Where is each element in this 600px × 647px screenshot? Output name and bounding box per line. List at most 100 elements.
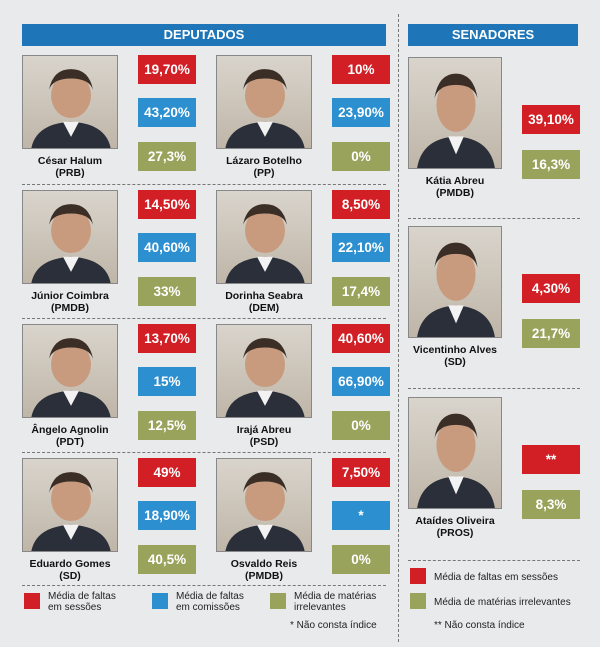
deputado-photo	[216, 55, 312, 149]
faltas-sessoes-value: 7,50%	[332, 458, 390, 487]
row-divider	[408, 388, 580, 389]
deputado-party: (PDT)	[56, 436, 84, 448]
senador-photo	[408, 57, 502, 169]
senador-name-text: Ataídes Oliveira	[415, 515, 495, 527]
legend-sen-faltas-swatch	[410, 568, 426, 584]
deputado-name: Lázaro Botelho (PP)	[199, 155, 329, 179]
deputado-name-text: Osvaldo Reis	[230, 558, 298, 570]
materias-irrelevantes-value: 0%	[332, 142, 390, 171]
legend-note: * Não consta índice	[290, 620, 377, 631]
materias-irrelevantes-value: 16,3%	[522, 150, 580, 179]
faltas-sessoes-value: 40,60%	[332, 324, 390, 353]
deputado-party: (PP)	[253, 167, 275, 179]
legend-sen-materias-swatch	[410, 593, 426, 609]
materias-irrelevantes-value: 21,7%	[522, 319, 580, 348]
deputado-photo	[216, 458, 312, 552]
senador-name-text: Vicentinho Alves	[412, 344, 498, 356]
legend-sen-note: ** Não consta índice	[434, 620, 525, 631]
materias-irrelevantes-value: 17,4%	[332, 277, 390, 306]
deputado-name: Osvaldo Reis (PMDB)	[199, 558, 329, 582]
deputado-name-text: Ângelo Agnolin	[31, 424, 109, 436]
deputado-name: Irajá Abreu (PSD)	[199, 424, 329, 448]
person-portrait-icon	[31, 338, 111, 417]
row-divider	[22, 585, 386, 586]
deputado-photo	[22, 190, 118, 284]
faltas-comissoes-value: 22,10%	[332, 233, 390, 262]
faltas-sessoes-value: 13,70%	[138, 324, 196, 353]
person-portrait-icon	[31, 69, 111, 148]
faltas-comissoes-value: *	[332, 501, 390, 530]
person-portrait-icon	[31, 204, 111, 283]
faltas-sessoes-value: 4,30%	[522, 274, 580, 303]
senador-party: (PROS)	[436, 527, 474, 539]
deputado-party: (PSD)	[249, 436, 279, 448]
deputado-name-text: Dorinha Seabra	[225, 290, 303, 302]
deputado-name-text: César Halum	[37, 155, 103, 167]
row-divider	[408, 218, 580, 219]
deputado-name-text: Júnior Coimbra	[31, 290, 109, 302]
faltas-sessoes-value: 19,70%	[138, 55, 196, 84]
row-divider	[22, 184, 386, 185]
senador-name: Kátia Abreu (PMDB)	[390, 175, 520, 199]
legend-sen-materias-label: Média de matérias irrelevantes	[434, 597, 571, 608]
senador-name-text: Kátia Abreu	[425, 175, 485, 187]
person-portrait-icon	[417, 413, 495, 508]
deputado-name: Dorinha Seabra (DEM)	[199, 290, 329, 314]
deputado-party: (DEM)	[248, 302, 280, 314]
row-divider	[22, 452, 386, 453]
faltas-comissoes-value: 43,20%	[138, 98, 196, 127]
legend-comissoes-swatch	[152, 593, 168, 609]
materias-irrelevantes-value: 27,3%	[138, 142, 196, 171]
senador-name: Ataídes Oliveira (PROS)	[390, 515, 520, 539]
materias-irrelevantes-value: 8,3%	[522, 490, 580, 519]
materias-irrelevantes-value: 0%	[332, 411, 390, 440]
legend-materias-label: Média de matérias irrelevantes	[294, 591, 377, 613]
deputado-party: (PMDB)	[51, 302, 89, 314]
person-portrait-icon	[225, 69, 305, 148]
faltas-sessoes-value: 8,50%	[332, 190, 390, 219]
legend-faltas-swatch	[24, 593, 40, 609]
faltas-comissoes-value: 15%	[138, 367, 196, 396]
faltas-comissoes-value: 18,90%	[138, 501, 196, 530]
faltas-sessoes-value: 49%	[138, 458, 196, 487]
deputado-name: Ângelo Agnolin (PDT)	[5, 424, 135, 448]
person-portrait-icon	[225, 472, 305, 551]
faltas-comissoes-value: 66,90%	[332, 367, 390, 396]
deputado-photo	[22, 458, 118, 552]
legend-comissoes-label: Média de faltas em comissões	[176, 591, 244, 613]
column-divider	[398, 14, 399, 642]
faltas-sessoes-value: 14,50%	[138, 190, 196, 219]
senador-photo	[408, 226, 502, 338]
deputado-name: César Halum (PRB)	[5, 155, 135, 179]
row-divider	[22, 318, 386, 319]
materias-irrelevantes-value: 0%	[332, 545, 390, 574]
row-divider	[408, 560, 580, 561]
person-portrait-icon	[31, 472, 111, 551]
materias-irrelevantes-value: 12,5%	[138, 411, 196, 440]
faltas-sessoes-value: 39,10%	[522, 105, 580, 134]
person-portrait-icon	[225, 204, 305, 283]
person-portrait-icon	[417, 73, 495, 168]
senador-party: (PMDB)	[436, 187, 474, 199]
faltas-comissoes-value: 23,90%	[332, 98, 390, 127]
person-portrait-icon	[225, 338, 305, 417]
faltas-sessoes-value: **	[522, 445, 580, 474]
deputado-photo	[216, 324, 312, 418]
deputado-name-text: Eduardo Gomes	[29, 558, 111, 570]
deputado-party: (PRB)	[55, 167, 85, 179]
senador-photo	[408, 397, 502, 509]
deputado-party: (SD)	[59, 570, 81, 582]
deputado-photo	[22, 55, 118, 149]
deputado-name-text: Irajá Abreu	[236, 424, 292, 436]
deputado-name-text: Lázaro Botelho	[226, 155, 302, 167]
senador-name: Vicentinho Alves (SD)	[390, 344, 520, 368]
faltas-comissoes-value: 40,60%	[138, 233, 196, 262]
legend-faltas-label: Média de faltas em sessões	[48, 591, 116, 613]
deputado-photo	[22, 324, 118, 418]
deputado-photo	[216, 190, 312, 284]
materias-irrelevantes-value: 40,5%	[138, 545, 196, 574]
deputado-name: Júnior Coimbra (PMDB)	[5, 290, 135, 314]
person-portrait-icon	[417, 242, 495, 337]
senador-party: (SD)	[444, 356, 466, 368]
legend-sen-faltas-label: Média de faltas em sessões	[434, 572, 558, 583]
